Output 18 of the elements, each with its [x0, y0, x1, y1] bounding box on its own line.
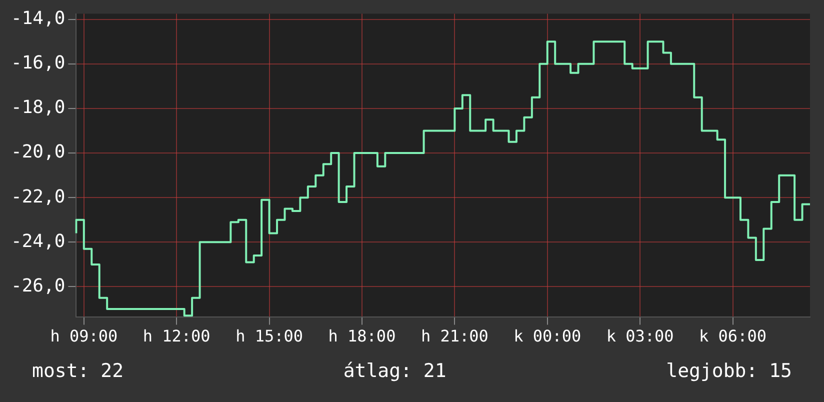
- text: legjobb: 15: [666, 360, 792, 382]
- x-tick-label: k 06:00: [699, 326, 766, 346]
- x-tick-label: h 18:00: [328, 326, 396, 346]
- x-tick-label: h 21:00: [420, 326, 488, 346]
- y-tick-label: -18,0: [10, 97, 66, 118]
- x-tick-label: k 03:00: [606, 326, 674, 346]
- y-tick-label: -20,0: [10, 142, 66, 163]
- y-tick-label: -24,0: [10, 230, 66, 252]
- text: átlag: 21: [343, 360, 446, 382]
- y-tick-label: -22,0: [10, 186, 66, 208]
- y-tick-label: -26,0: [10, 275, 66, 296]
- x-tick-label: h 12:00: [142, 326, 210, 346]
- x-tick-label: k 00:00: [514, 326, 582, 346]
- y-tick-label: -14,0: [10, 8, 66, 30]
- text: most: 22: [32, 360, 124, 382]
- y-tick-label: -16,0: [10, 52, 66, 74]
- x-tick-label: h 09:00: [50, 326, 118, 346]
- x-tick-label: h 15:00: [236, 326, 304, 346]
